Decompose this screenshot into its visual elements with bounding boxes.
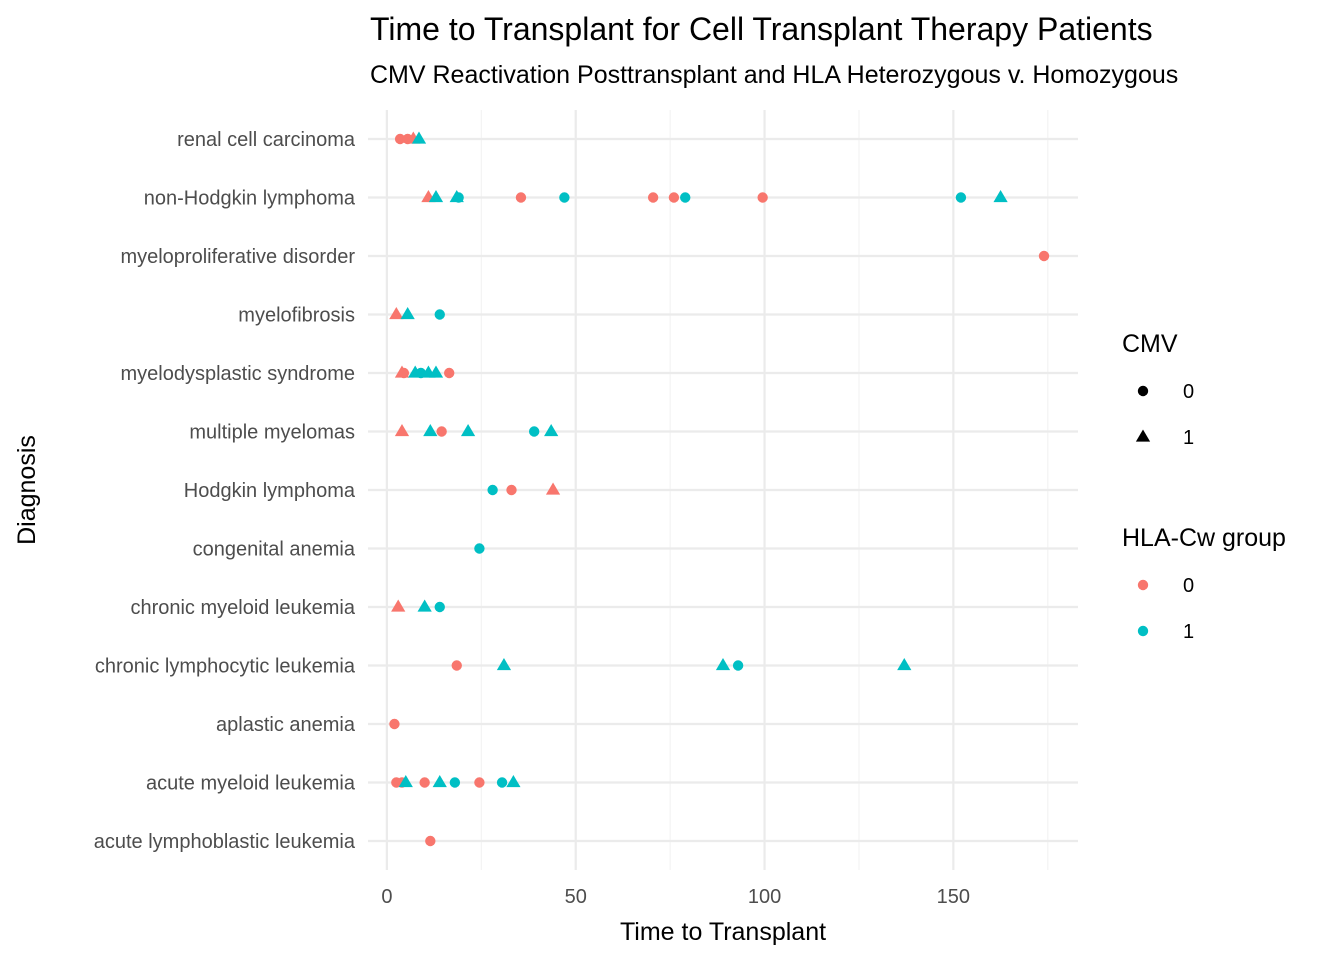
- data-point-acute-myeloid-leukemia-52: [474, 777, 485, 788]
- data-point-hodgkin-lymphoma-35: [545, 482, 561, 495]
- data-point-acute-myeloid-leukemia-51: [449, 777, 461, 788]
- data-point-multiple-myelomas-29: [436, 426, 447, 437]
- data-point-acute-myeloid-leukemia-54: [506, 775, 521, 788]
- legends: CMV 0 1 HLA-Cw group 0 1: [1122, 330, 1286, 643]
- y-tick-label-acute-lymphoblastic-leukemia: acute lymphoblastic leukemia: [94, 831, 356, 853]
- data-point-multiple-myelomas-31: [528, 426, 540, 437]
- data-point-non-hodgkin-lymphoma-13: [757, 192, 768, 203]
- x-tick-label-150: 150: [937, 886, 970, 908]
- x-tick-label-100: 100: [748, 886, 781, 908]
- data-point-renal-cell-carcinoma-0: [394, 133, 406, 145]
- data-point-myelofibrosis-19: [434, 309, 445, 320]
- y-axis-tick-labels: acute lymphoblastic leukemia acute myeloi…: [94, 129, 356, 853]
- y-tick-label-aplastic-anemia: aplastic anemia: [216, 714, 356, 736]
- y-tick-label-chronic-myeloid-leukemia: chronic myeloid leukemia: [130, 597, 355, 619]
- y-tick-label-hodgkin-lymphoma: Hodgkin lymphoma: [184, 480, 356, 502]
- y-tick-label-myelodysplastic-syndrome: myelodysplastic syndrome: [120, 363, 355, 385]
- legend-key-cmv-1: [1135, 429, 1151, 442]
- data-point-hodgkin-lymphoma-33: [487, 484, 498, 496]
- y-tick-label-congenital-anemia: congenital anemia: [193, 539, 356, 561]
- y-tick-label-myeloproliferative-disorder: myeloproliferative disorder: [120, 246, 355, 268]
- legend-label-hla-cw-group-0: 0: [1183, 575, 1194, 597]
- data-point-non-hodgkin-lymphoma-10: [647, 192, 659, 203]
- legend-key-cmv-0: [1137, 385, 1149, 397]
- data-point-chronic-myeloid-leukemia-37: [391, 599, 406, 612]
- data-point-chronic-myeloid-leukemia-39: [434, 601, 445, 613]
- data-point-non-hodgkin-lymphoma-7: [453, 192, 464, 203]
- data-point-multiple-myelomas-30: [460, 424, 476, 437]
- data-point-myelodysplastic-syndrome-21: [398, 367, 410, 379]
- data-point-chronic-lymphocytic-leukemia-40: [451, 660, 462, 671]
- data-point-non-hodgkin-lymphoma-8: [515, 192, 527, 203]
- x-tick-label-50: 50: [565, 886, 587, 908]
- x-axis-tick-labels: 0 50 100 150: [381, 886, 970, 908]
- data-point-non-hodgkin-lymphoma-9: [559, 192, 570, 203]
- legend-label-cmv-1: 1: [1183, 427, 1194, 449]
- data-point-aplastic-anemia-45: [389, 718, 400, 730]
- data-point-myelofibrosis-17: [389, 307, 404, 320]
- legend-key-hla-cw-group-1: [1137, 625, 1149, 637]
- y-tick-label-acute-myeloid-leukemia: acute myeloid leukemia: [146, 773, 356, 795]
- data-points: [389, 131, 1050, 847]
- data-point-chronic-myeloid-leukemia-38: [417, 599, 432, 612]
- data-point-acute-myeloid-leukemia-50: [432, 775, 447, 788]
- data-point-non-hodgkin-lymphoma-14: [955, 192, 967, 203]
- chart-subtitle: CMV Reactivation Posttransplant and HLA …: [370, 61, 1178, 89]
- data-point-non-hodgkin-lymphoma-12: [680, 192, 691, 203]
- data-point-congenital-anemia-36: [474, 543, 485, 554]
- data-point-myelodysplastic-syndrome-25: [428, 365, 444, 378]
- y-tick-label-renal-cell-carcinoma: renal cell carcinoma: [177, 129, 356, 151]
- y-tick-label-non-hodgkin-lymphoma: non-Hodgkin lymphoma: [144, 188, 356, 210]
- data-point-chronic-lymphocytic-leukemia-44: [897, 658, 912, 671]
- data-point-non-hodgkin-lymphoma-15: [993, 190, 1008, 203]
- x-tick-label-0: 0: [381, 886, 392, 908]
- data-point-chronic-lymphocytic-leukemia-41: [496, 658, 512, 671]
- legend-key-hla-cw-group-0: [1137, 579, 1149, 591]
- y-tick-label-myelofibrosis: myelofibrosis: [238, 305, 355, 327]
- data-point-myelofibrosis-18: [400, 307, 415, 320]
- data-point-acute-lymphoblastic-leukemia-55: [425, 835, 436, 847]
- data-point-multiple-myelomas-28: [423, 424, 438, 437]
- data-point-multiple-myelomas-32: [544, 424, 559, 437]
- data-point-non-hodgkin-lymphoma-5: [428, 190, 444, 203]
- y-tick-label-chronic-lymphocytic-leukemia: chronic lymphocytic leukemia: [95, 656, 356, 678]
- data-point-acute-myeloid-leukemia-48: [398, 775, 413, 788]
- y-tick-label-multiple-myelomas: multiple myelomas: [189, 422, 355, 444]
- data-point-renal-cell-carcinoma-3: [411, 131, 427, 144]
- data-point-multiple-myelomas-27: [394, 424, 410, 437]
- data-point-myelodysplastic-syndrome-26: [443, 367, 455, 379]
- plot-grid: [368, 110, 1078, 870]
- data-point-chronic-lymphocytic-leukemia-43: [732, 660, 744, 671]
- data-point-acute-myeloid-leukemia-53: [496, 777, 508, 788]
- data-point-hodgkin-lymphoma-34: [506, 484, 517, 496]
- legend-title-hla-cw-group: HLA-Cw group: [1122, 524, 1286, 552]
- legend-label-hla-cw-group-1: 1: [1183, 621, 1194, 643]
- data-point-acute-myeloid-leukemia-49: [419, 777, 430, 788]
- x-axis-title: Time to Transplant: [620, 918, 826, 946]
- legend-title-cmv: CMV: [1122, 330, 1178, 358]
- y-axis-title: Diagnosis: [13, 435, 41, 545]
- data-point-chronic-lymphocytic-leukemia-42: [715, 658, 731, 671]
- data-point-non-hodgkin-lymphoma-11: [668, 192, 680, 203]
- chart-title: Time to Transplant for Cell Transplant T…: [370, 11, 1153, 47]
- legend-label-cmv-0: 0: [1183, 381, 1194, 403]
- data-point-myeloproliferative-disorder-16: [1038, 250, 1050, 262]
